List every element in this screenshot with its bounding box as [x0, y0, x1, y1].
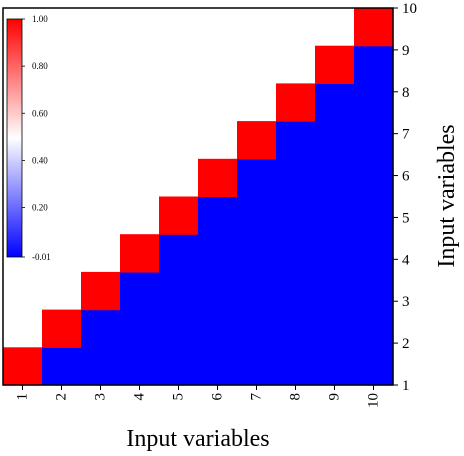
heatmap-cell [354, 196, 394, 235]
heatmap-cell [276, 196, 316, 235]
colorbar-ticks: 1.00 0.80 0.60 0.40 0.20 -0.01 [22, 14, 51, 262]
heatmap-cell [276, 121, 316, 160]
colorbar-tick-label: 1.00 [32, 14, 48, 24]
heatmap-cell [198, 271, 238, 311]
heatmap-cell [354, 347, 394, 386]
heatmap-cell [315, 121, 355, 160]
y-tick-label: 1 [402, 378, 410, 394]
heatmap-cell [315, 309, 355, 348]
colorbar-tick-label: 0.20 [32, 203, 48, 213]
heatmap-cell [198, 196, 238, 235]
heatmap-cell [42, 347, 82, 386]
x-tick-label: 2 [54, 393, 70, 401]
heatmap-cell [276, 83, 316, 122]
y-tick-label: 10 [402, 1, 417, 17]
heatmap-cell [159, 234, 199, 273]
x-tick-label: 8 [288, 393, 304, 401]
heatmap-cell [276, 158, 316, 198]
x-tick-label: 9 [327, 393, 343, 401]
heatmap-cell [159, 347, 199, 386]
heatmap-cell [120, 234, 160, 273]
x-tick-label: 3 [93, 393, 109, 401]
heatmap-cell [237, 121, 277, 160]
heatmap-cell [159, 271, 199, 311]
heatmap-cell [354, 309, 394, 348]
heatmap-cells [3, 8, 394, 386]
colorbar-gradient [6, 18, 23, 258]
y-tick-label: 6 [402, 169, 410, 185]
heatmap-cell [315, 196, 355, 235]
heatmap-cell [315, 234, 355, 273]
heatmap-cell [237, 309, 277, 348]
heatmap-cell [120, 271, 160, 311]
heatmap-cell [237, 158, 277, 198]
y-tick-label: 7 [402, 127, 410, 143]
heatmap-cell [354, 234, 394, 273]
heatmap-cell [81, 309, 121, 348]
heatmap-cell [315, 45, 355, 84]
heatmap-cell [315, 347, 355, 386]
y-tick-label: 5 [402, 210, 410, 226]
heatmap-cell [81, 347, 121, 386]
heatmap-cell [3, 347, 43, 386]
plot-frame [2, 7, 394, 386]
colorbar-tick-label: -0.01 [32, 252, 51, 262]
heatmap-cell [354, 83, 394, 122]
heatmap-cell [198, 158, 238, 198]
heatmap-cell [159, 196, 199, 235]
heatmap-cell [198, 234, 238, 273]
heatmap-cell [276, 234, 316, 273]
heatmap-cell [354, 121, 394, 160]
heatmap-cell [237, 347, 277, 386]
x-tick-label: 7 [249, 393, 265, 401]
heatmap-cell [81, 271, 121, 311]
heatmap-cell [354, 45, 394, 84]
heatmap-cell [276, 347, 316, 386]
heatmap-cell [354, 271, 394, 311]
heatmap-cell [237, 196, 277, 235]
y-tick-label: 4 [402, 252, 410, 268]
x-tick-label: 1 [15, 393, 31, 401]
y-tick-label: 8 [402, 85, 410, 101]
colorbar-tick-label: 0.60 [32, 108, 48, 118]
colorbar: 1.00 0.80 0.60 0.40 0.20 -0.01 [6, 14, 51, 262]
y-tick-label: 3 [402, 294, 410, 310]
heatmap-cell [237, 234, 277, 273]
x-tick-label: 4 [132, 393, 148, 401]
heatmap-cell [198, 309, 238, 348]
x-tick-label: 6 [210, 393, 226, 401]
heatmap-cell [159, 309, 199, 348]
heatmap-cell [315, 83, 355, 122]
heatmap-cell [237, 271, 277, 311]
x-axis-ticks: 1 2 3 4 5 6 7 8 9 10 [15, 385, 382, 408]
heatmap-cell [315, 158, 355, 198]
colorbar-tick-label: 0.80 [32, 61, 48, 71]
heatmap-cell [276, 309, 316, 348]
x-axis-title: Input variables [126, 426, 269, 452]
x-tick-label: 5 [171, 393, 187, 401]
y-axis-title: Input variables [434, 124, 460, 267]
heatmap-cell [276, 271, 316, 311]
heatmap-cell [354, 158, 394, 198]
y-tick-label: 2 [402, 336, 410, 352]
heatmap-cell [42, 309, 82, 348]
y-axis-ticks: 1 2 3 4 5 6 7 8 9 10 [393, 1, 417, 394]
heatmap-cell [354, 8, 394, 47]
heatmap-cell [198, 347, 238, 386]
heatmap-cell [120, 347, 160, 386]
y-tick-label: 9 [402, 43, 410, 59]
heatmap-cell [315, 271, 355, 311]
x-tick-label: 10 [366, 393, 382, 408]
heatmap-cell [120, 309, 160, 348]
colorbar-tick-label: 0.40 [32, 155, 48, 165]
